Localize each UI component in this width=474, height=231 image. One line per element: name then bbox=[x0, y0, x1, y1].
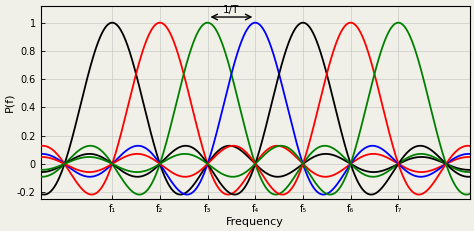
X-axis label: Frequency: Frequency bbox=[226, 217, 284, 227]
Text: 1/T: 1/T bbox=[223, 5, 239, 15]
Y-axis label: P(f): P(f) bbox=[4, 93, 14, 112]
